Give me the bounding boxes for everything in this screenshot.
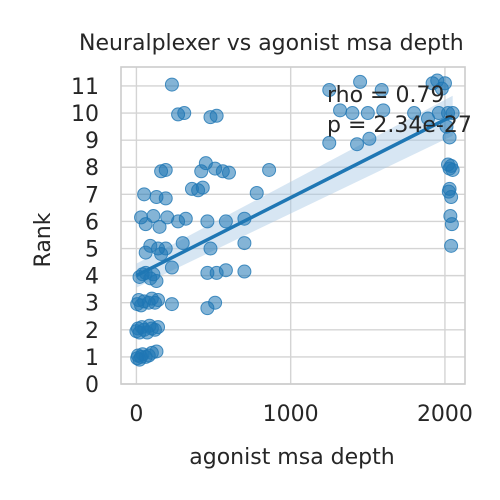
rho-annotation: rho = 0.79	[327, 83, 444, 108]
regression-line	[135, 114, 454, 278]
data-point	[444, 238, 459, 253]
data-point	[407, 106, 422, 121]
data-point	[345, 106, 360, 121]
data-point	[237, 264, 252, 279]
plot-frame	[120, 66, 466, 385]
data-point	[431, 106, 446, 121]
data-point	[151, 293, 166, 308]
y-tick-label: 10	[71, 102, 99, 127]
data-point	[322, 135, 337, 150]
y-tick-label: 2	[85, 319, 99, 344]
data-point	[195, 180, 210, 195]
chart-title: Neuralplexer vs agonist msa depth	[79, 31, 464, 56]
x-axis-label: agonist msa depth	[189, 445, 394, 470]
data-point	[149, 274, 164, 289]
data-point	[442, 181, 457, 196]
data-point	[146, 209, 161, 224]
data-point	[200, 214, 215, 229]
y-tick-label: 4	[85, 265, 99, 290]
data-point	[444, 217, 459, 232]
data-point	[353, 74, 368, 89]
y-tick-label: 1	[85, 346, 99, 371]
data-point	[249, 185, 264, 200]
data-point	[208, 295, 223, 310]
data-point	[158, 162, 173, 177]
data-point	[203, 241, 218, 256]
data-point	[149, 344, 164, 359]
data-point	[218, 214, 233, 229]
data-point	[218, 263, 233, 278]
data-point	[164, 77, 179, 92]
y-tick-label: 7	[85, 183, 99, 208]
data-point	[178, 211, 193, 226]
data-point	[374, 83, 389, 98]
data-point	[177, 106, 192, 121]
y-tick-label: 5	[85, 238, 99, 263]
data-point	[322, 83, 337, 98]
y-tick-label: 0	[85, 373, 99, 398]
y-tick-label: 6	[85, 210, 99, 235]
data-point	[209, 108, 224, 123]
y-axis-label: Rank	[31, 212, 56, 267]
data-point	[158, 241, 173, 256]
data-point	[376, 103, 391, 118]
y-tick-label: 9	[85, 129, 99, 154]
data-point	[164, 260, 179, 275]
y-tick-label: 3	[85, 292, 99, 317]
x-tick-label: 0	[129, 402, 143, 427]
data-point	[445, 162, 460, 177]
data-point	[158, 191, 173, 206]
data-point	[360, 106, 375, 121]
data-points	[129, 73, 460, 367]
data-point	[137, 187, 152, 202]
data-point	[175, 236, 190, 251]
x-tick-label: 2000	[417, 402, 473, 427]
data-point	[350, 137, 365, 152]
data-point	[237, 236, 252, 251]
data-point	[442, 130, 457, 145]
data-point	[362, 131, 377, 146]
data-point	[262, 162, 277, 177]
data-point	[151, 320, 166, 335]
data-point	[437, 76, 452, 91]
y-tick-label: 11	[71, 75, 99, 100]
x-tick-label: 1000	[263, 402, 319, 427]
data-point	[152, 219, 167, 234]
data-point	[164, 297, 179, 312]
y-tick-label: 8	[85, 156, 99, 181]
data-point	[221, 165, 236, 180]
p-value-annotation: p = 2.34e-27	[327, 113, 472, 138]
regression-line-group	[135, 114, 454, 278]
